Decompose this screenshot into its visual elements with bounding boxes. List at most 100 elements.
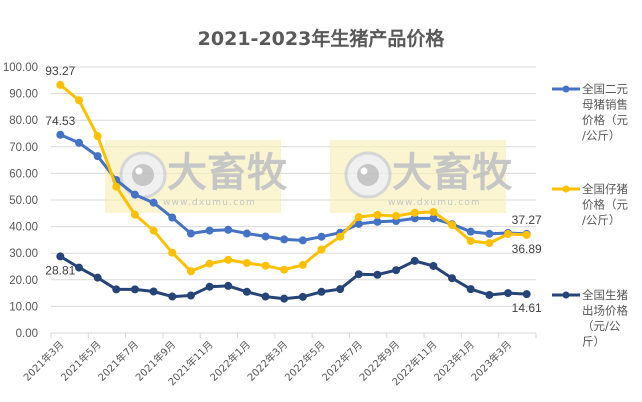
data-point: [317, 287, 326, 296]
data-point: [261, 292, 270, 301]
chart-title: 2021-2023年生猪产品价格: [198, 27, 446, 50]
data-point: [298, 236, 307, 245]
data-point: [410, 256, 419, 265]
data-point: [93, 152, 102, 161]
data-point: [504, 230, 513, 239]
data-point: [93, 273, 102, 282]
data-point: [56, 130, 65, 139]
data-point: [429, 214, 438, 223]
data-labels: 74.53 37.27 93.27 36.89 28.81 14.61: [45, 64, 542, 315]
data-point: [205, 282, 214, 291]
data-label: 37.27: [512, 213, 542, 227]
data-point: [448, 221, 457, 230]
data-point: [74, 96, 83, 105]
data-point: [112, 285, 121, 294]
legend-label: 出场价格: [582, 304, 628, 318]
data-point: [186, 267, 195, 276]
data-point: [149, 287, 158, 296]
legend-label: 全国二元: [582, 82, 628, 96]
data-point: [261, 232, 270, 241]
data-point: [373, 210, 382, 219]
legend-label: 母猪销售: [582, 98, 628, 112]
data-point: [224, 225, 233, 234]
legend-label: 斤）: [582, 335, 605, 349]
data-point: [317, 232, 326, 241]
data-point: [130, 210, 139, 219]
y-axis: 0.00 10.00 20.00 30.00 40.00 50.00 60.00 70.00 8…: [3, 62, 38, 340]
data-point: [466, 236, 475, 245]
y-tick-label: 10.00: [9, 301, 38, 313]
data-point: [410, 214, 419, 223]
data-point: [336, 285, 345, 294]
data-point: [392, 266, 401, 275]
y-tick-label: 40.00: [9, 222, 38, 234]
data-point: [280, 235, 289, 244]
data-point: [242, 287, 251, 296]
series-2: [56, 252, 531, 303]
data-point: [298, 260, 307, 269]
y-tick-label: 60.00: [9, 168, 38, 180]
data-point: [485, 290, 494, 299]
data-point: [354, 270, 363, 279]
data-point: [429, 261, 438, 270]
data-point: [130, 190, 139, 199]
data-point: [448, 274, 457, 283]
data-point: [149, 198, 158, 207]
data-point: [74, 263, 83, 272]
legend-label: /公斤）: [582, 213, 620, 227]
y-tick-label: 50.00: [9, 195, 38, 207]
series-1: [56, 80, 531, 276]
data-label: 14.61: [512, 301, 542, 315]
data-point: [56, 252, 65, 261]
data-point: [224, 255, 233, 264]
y-tick-label: 90.00: [9, 89, 38, 101]
legend-label: 价格（元: [582, 198, 628, 212]
legend-label: （元/公: [582, 319, 621, 333]
legend-label: /公斤）: [582, 129, 620, 143]
data-point: [466, 227, 475, 236]
data-point: [56, 80, 65, 89]
legend-label: 全国生猪: [582, 288, 628, 302]
watermark: 大畜牧 www.dxumu.com: [105, 140, 288, 213]
legend-label: 全国仔猪: [582, 182, 628, 196]
data-point: [168, 213, 177, 222]
watermark-text: 大畜牧: [167, 150, 288, 196]
data-point: [429, 207, 438, 216]
y-tick-label: 70.00: [9, 142, 38, 154]
data-point: [298, 292, 307, 301]
data-point: [522, 290, 531, 299]
data-point: [522, 230, 531, 239]
data-point: [168, 248, 177, 257]
legend-label: 价格（元: [582, 113, 628, 127]
data-point: [74, 138, 83, 147]
data-point: [485, 239, 494, 248]
data-point: [205, 259, 214, 268]
data-point: [317, 245, 326, 254]
data-point: [410, 208, 419, 217]
y-tick-label: 20.00: [9, 275, 38, 287]
data-point: [280, 294, 289, 303]
data-label: 74.53: [45, 114, 75, 128]
data-point: [354, 219, 363, 228]
data-point: [261, 261, 270, 270]
data-point: [205, 226, 214, 235]
data-point: [112, 182, 121, 191]
data-point: [466, 285, 475, 294]
x-axis: 2021年3月2021年5月2021年7月2021年9月2021年11月2022…: [21, 332, 537, 388]
data-point: [280, 265, 289, 274]
watermark-url: www.dxumu.com: [163, 198, 256, 208]
data-point: [242, 229, 251, 238]
watermark: 大畜牧 www.dxumu.com: [330, 140, 513, 213]
watermarks: 大畜牧 www.dxumu.com 大畜牧 www.dxumu.com: [105, 140, 513, 213]
x-tick-label: 2023年3月: [468, 338, 514, 384]
data-label: 28.81: [45, 263, 75, 277]
data-point: [354, 213, 363, 222]
data-point: [186, 229, 195, 238]
data-point: [224, 281, 233, 290]
data-point: [485, 229, 494, 238]
data-label: 36.89: [512, 242, 542, 256]
